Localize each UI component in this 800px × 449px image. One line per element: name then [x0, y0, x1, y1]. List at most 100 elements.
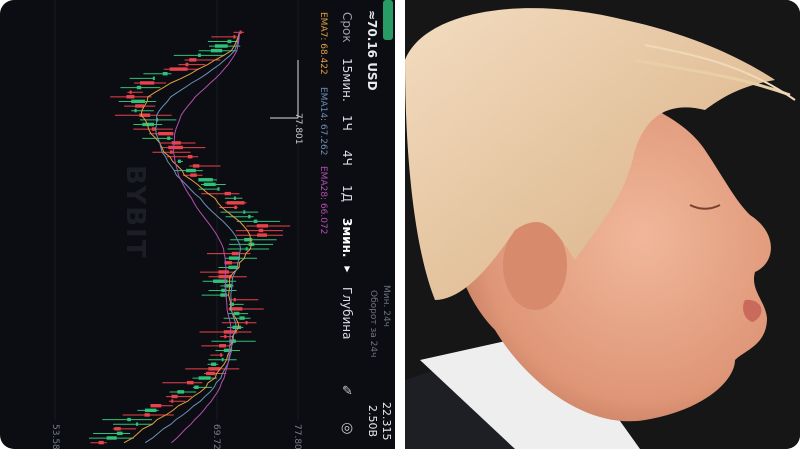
candle-body — [220, 353, 223, 357]
candle-body — [134, 108, 137, 113]
candle-body — [232, 325, 242, 330]
ema-line-28 — [171, 32, 241, 444]
price-tick: 77.80 — [292, 424, 302, 449]
candle-body — [150, 404, 162, 408]
candle-body — [213, 279, 228, 283]
candle-body — [226, 201, 245, 205]
candle-body — [142, 122, 155, 127]
settings-icon[interactable]: ◎ — [339, 420, 355, 436]
candle-body — [169, 67, 188, 71]
timeframe-4h[interactable]: 4Ч — [340, 150, 354, 166]
candle-body — [185, 62, 189, 67]
candle-body — [227, 39, 232, 44]
candle-body — [233, 311, 240, 316]
candle-body — [228, 265, 239, 270]
candle-body — [245, 247, 248, 251]
candle-body — [219, 344, 226, 348]
candle-body — [224, 261, 232, 265]
candlestick-chart — [54, 0, 299, 445]
candle-body — [220, 293, 227, 297]
candle-body — [244, 238, 253, 242]
candle-body — [231, 251, 239, 256]
timeframe-15m[interactable]: 15мин. — [340, 58, 354, 102]
candle-body — [194, 385, 199, 389]
candle-body — [177, 390, 185, 394]
candle-body — [233, 297, 236, 302]
candle-body — [144, 413, 150, 417]
candle-body — [144, 408, 157, 413]
candle-body — [177, 159, 181, 164]
candle-body — [203, 182, 216, 187]
candle-body — [258, 228, 264, 233]
ema7-label: EMA7: 68.422 — [318, 12, 328, 75]
candle-body — [218, 270, 229, 274]
ema-line-7 — [123, 32, 252, 444]
candle-body — [152, 76, 155, 81]
candle-body — [198, 53, 201, 57]
candle-body — [243, 210, 246, 214]
candle-body — [245, 321, 248, 325]
candle-body — [171, 141, 181, 145]
collar — [420, 330, 640, 449]
timeframe-label: Срок — [340, 12, 354, 43]
candle-body — [228, 256, 241, 260]
candle-body — [126, 95, 135, 99]
candle-body — [171, 399, 174, 403]
timeframe-1d[interactable]: 1Д — [340, 185, 354, 203]
candle-body — [224, 191, 231, 196]
candle-body — [233, 196, 236, 200]
price-usd: ≈70.16 USD — [365, 10, 379, 91]
candle-body — [229, 307, 243, 311]
portrait-photo — [405, 0, 800, 449]
candle-body — [256, 224, 268, 228]
candle-body — [151, 127, 156, 131]
turnover-value: 2.50B — [366, 405, 379, 438]
candle-body — [210, 48, 223, 53]
candle-body — [221, 357, 224, 362]
ema28-label: EMA28: 66.072 — [318, 166, 328, 235]
candle-body — [131, 99, 146, 104]
candle-body — [221, 288, 227, 293]
candle-body — [171, 394, 178, 399]
candle-body — [190, 173, 197, 177]
candle-body — [167, 136, 171, 140]
candle-body — [186, 168, 196, 173]
timeframe-1h[interactable]: 1Ч — [340, 115, 354, 131]
candle-body — [211, 362, 217, 366]
candle-body — [98, 440, 104, 445]
candle-body — [206, 371, 216, 376]
candle-body — [239, 30, 242, 34]
candle-body — [248, 214, 251, 219]
price-tick: 69.72 — [211, 424, 221, 449]
price-tick: 53.58 — [50, 424, 60, 449]
candle-body — [224, 334, 227, 339]
candle-body — [239, 316, 245, 320]
last-price-big — [383, 0, 393, 40]
candle-body — [229, 339, 236, 343]
candle-body — [168, 145, 183, 150]
lips — [743, 299, 762, 322]
ema-line-14 — [144, 32, 242, 444]
pencil-icon[interactable]: ✎ — [340, 384, 355, 399]
low-24h-value: 22.315 — [380, 402, 393, 441]
ear — [503, 220, 567, 310]
candle-body — [116, 431, 123, 436]
hair — [405, 8, 775, 300]
candle-body — [162, 72, 168, 76]
timeframe-selected-dropdown[interactable]: 3мин. ▾ — [340, 218, 354, 276]
candle-body — [257, 233, 267, 237]
candle-body — [187, 155, 193, 159]
candle-body — [140, 81, 155, 85]
candle-body — [217, 187, 220, 191]
candle-body — [139, 113, 151, 117]
candle-body — [169, 150, 173, 154]
depth-tab[interactable]: Глубина — [340, 287, 354, 340]
candle-body — [129, 90, 132, 94]
watermark: BYBIT — [120, 165, 150, 260]
candle-body — [208, 367, 221, 371]
trading-chart-screenshot: BYBIT 77.801 53.58 69.72 77.80 EMA7: 68.… — [0, 0, 395, 449]
candle-body — [214, 44, 228, 48]
candle-body — [234, 205, 237, 210]
candle-body — [136, 422, 139, 426]
